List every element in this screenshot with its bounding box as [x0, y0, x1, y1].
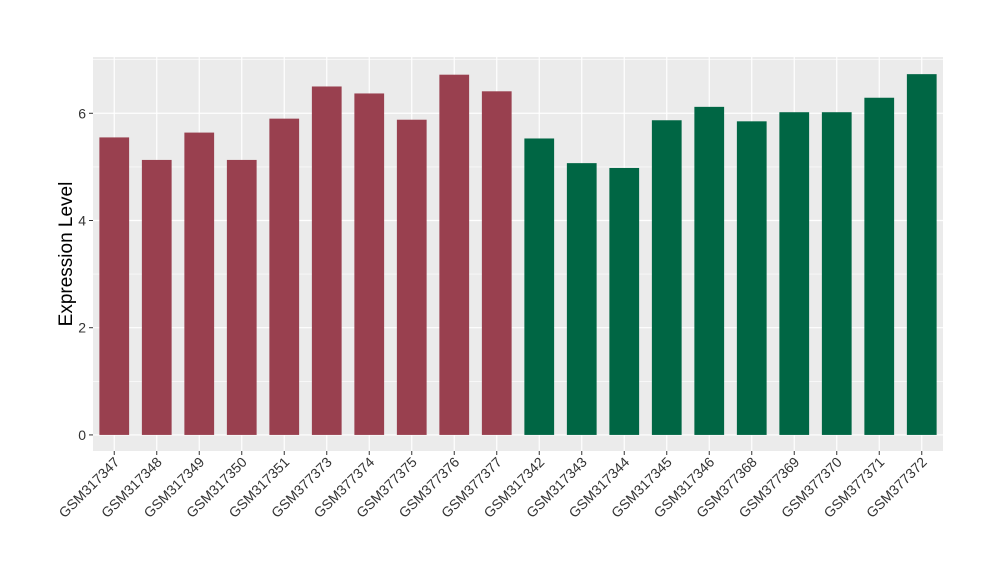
bar — [141, 159, 172, 435]
y-axis: 0 2 4 6 — [78, 105, 93, 443]
y-tick-label: 2 — [78, 320, 86, 336]
bar — [99, 137, 130, 435]
bar — [184, 132, 215, 435]
bar — [736, 121, 767, 435]
bar — [311, 86, 342, 435]
bar — [566, 163, 597, 435]
y-tick-label: 4 — [78, 212, 86, 228]
bar — [821, 112, 852, 435]
bar — [651, 120, 682, 435]
bar — [609, 167, 640, 435]
bar — [906, 74, 937, 435]
x-axis: GSM317347GSM317348GSM317349GSM317350GSM3… — [55, 451, 930, 521]
bar — [354, 93, 385, 435]
bar — [396, 119, 427, 435]
bar — [694, 106, 725, 435]
bars-group — [99, 74, 937, 435]
bar — [439, 74, 470, 435]
bar — [864, 97, 895, 435]
bar — [481, 91, 512, 435]
bar — [779, 112, 810, 435]
y-tick-label: 6 — [78, 105, 86, 121]
bar — [226, 159, 257, 435]
y-tick-label: 0 — [78, 427, 86, 443]
bar — [269, 118, 300, 435]
bar — [524, 138, 555, 435]
plot-panel — [93, 57, 943, 451]
y-axis-label: Expression Level — [56, 182, 77, 327]
